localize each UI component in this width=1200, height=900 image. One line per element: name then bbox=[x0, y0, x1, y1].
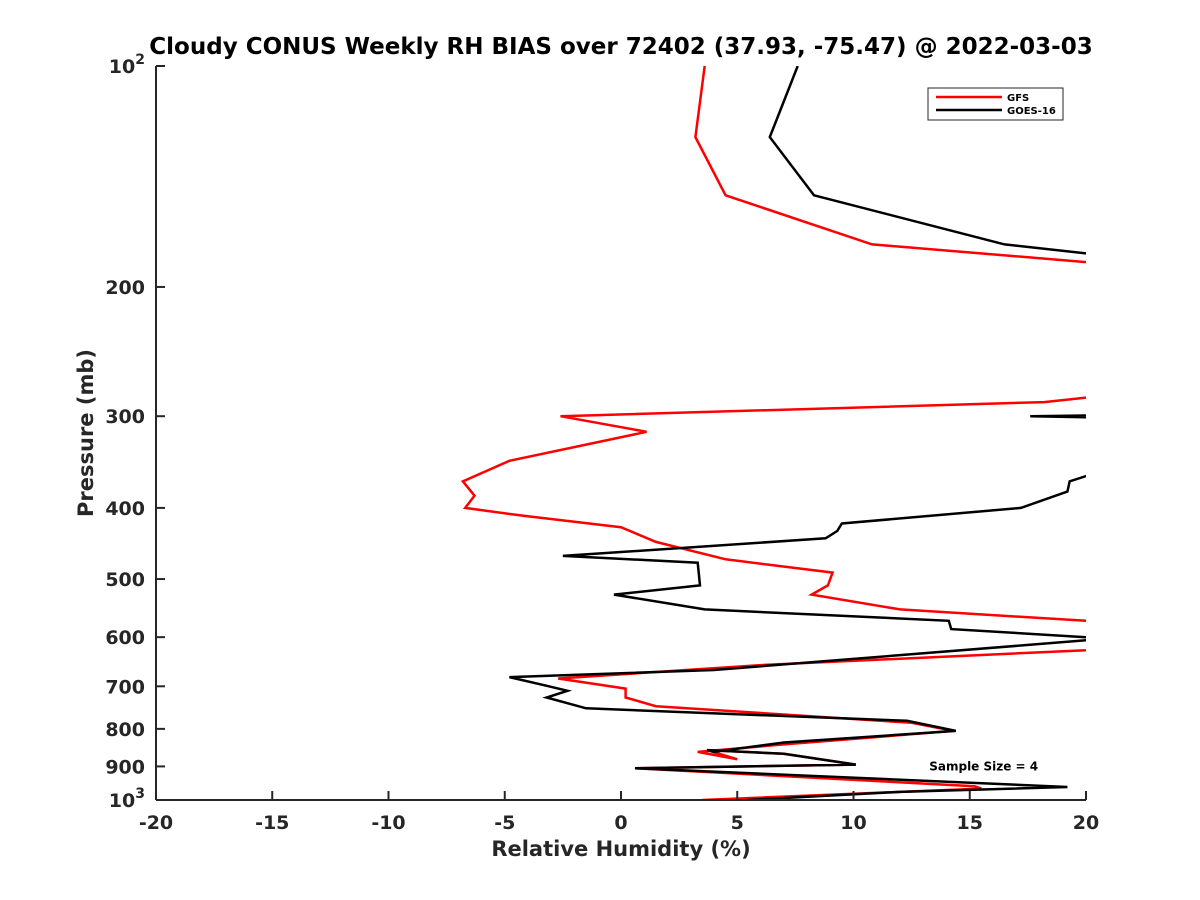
y-tick-label: 200 bbox=[105, 277, 145, 299]
y-tick-label: 300 bbox=[105, 406, 145, 428]
legend-box bbox=[927, 87, 1064, 121]
x-tick-label: 0 bbox=[614, 812, 627, 834]
y-tick-label-exponent: 2 bbox=[135, 52, 145, 68]
series-line-goes16 bbox=[509, 66, 1086, 800]
x-tick-label: 20 bbox=[1073, 812, 1099, 834]
y-tick-label-base: 800 bbox=[105, 719, 145, 741]
y-tick-label: 800 bbox=[105, 719, 145, 741]
legend-label-gfs: GFS bbox=[1007, 93, 1029, 104]
series-line-gfs bbox=[460, 66, 1086, 800]
y-tick-label: 500 bbox=[105, 569, 145, 591]
x-tick-label: 5 bbox=[731, 812, 744, 834]
series-layer bbox=[460, 66, 1086, 800]
x-tick-label: -15 bbox=[255, 812, 289, 834]
legend-label-goes16: GOES-16 bbox=[1007, 106, 1056, 117]
y-tick-label-exponent: 3 bbox=[135, 786, 145, 802]
y-tick-label: 700 bbox=[105, 676, 145, 698]
chart-title: Cloudy CONUS Weekly RH BIAS over 72402 (… bbox=[149, 34, 1092, 60]
x-axis-label: Relative Humidity (%) bbox=[491, 837, 750, 861]
x-ticks: -20 -15 -10 -5 0 5 10 15 20 bbox=[139, 791, 1099, 834]
y-tick-label: 900 bbox=[105, 756, 145, 778]
x-tick-label: -5 bbox=[494, 812, 515, 834]
x-tick-label: -20 bbox=[139, 812, 173, 834]
y-tick-label-base: 700 bbox=[105, 676, 145, 698]
y-tick-label-base: 600 bbox=[105, 627, 145, 649]
y-tick-label-base: 500 bbox=[105, 569, 145, 591]
y-tick-label: 103 bbox=[109, 786, 145, 812]
x-tick-label: 15 bbox=[957, 812, 983, 834]
x-tick-label: 10 bbox=[840, 812, 866, 834]
y-tick-label-base: 300 bbox=[105, 406, 145, 428]
y-tick-label: 400 bbox=[105, 498, 145, 520]
y-tick-label-base: 10 bbox=[109, 790, 135, 812]
y-tick-label-base: 400 bbox=[105, 498, 145, 520]
x-tick-label: -10 bbox=[371, 812, 405, 834]
y-tick-label-base: 900 bbox=[105, 756, 145, 778]
y-tick-label-base: 200 bbox=[105, 277, 145, 299]
y-tick-label: 102 bbox=[109, 52, 145, 78]
y-axis-label: Pressure (mb) bbox=[74, 349, 98, 517]
y-tick-label: 600 bbox=[105, 627, 145, 649]
legend: GFS GOES-16 bbox=[927, 87, 1064, 121]
sample-size-annotation: Sample Size = 4 bbox=[929, 759, 1038, 773]
y-tick-label-base: 10 bbox=[109, 56, 135, 78]
